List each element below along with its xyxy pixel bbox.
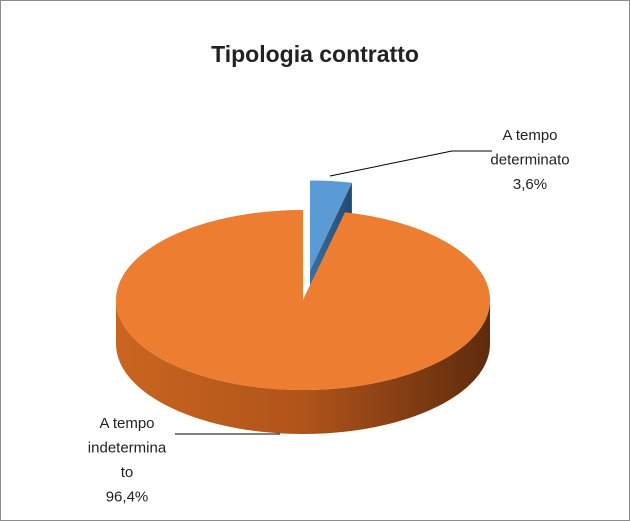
slice (116, 210, 490, 390)
chart-title: Tipologia contratto (211, 41, 419, 67)
leader-line (329, 150, 492, 177)
slice-side (116, 300, 490, 434)
value-label: 3,6% (513, 176, 547, 193)
category-label: A tempo indetermina to (88, 415, 167, 481)
slice (309, 180, 352, 271)
category-label: A tempo determinato (490, 127, 569, 169)
value-label: 96,4% (106, 489, 149, 506)
